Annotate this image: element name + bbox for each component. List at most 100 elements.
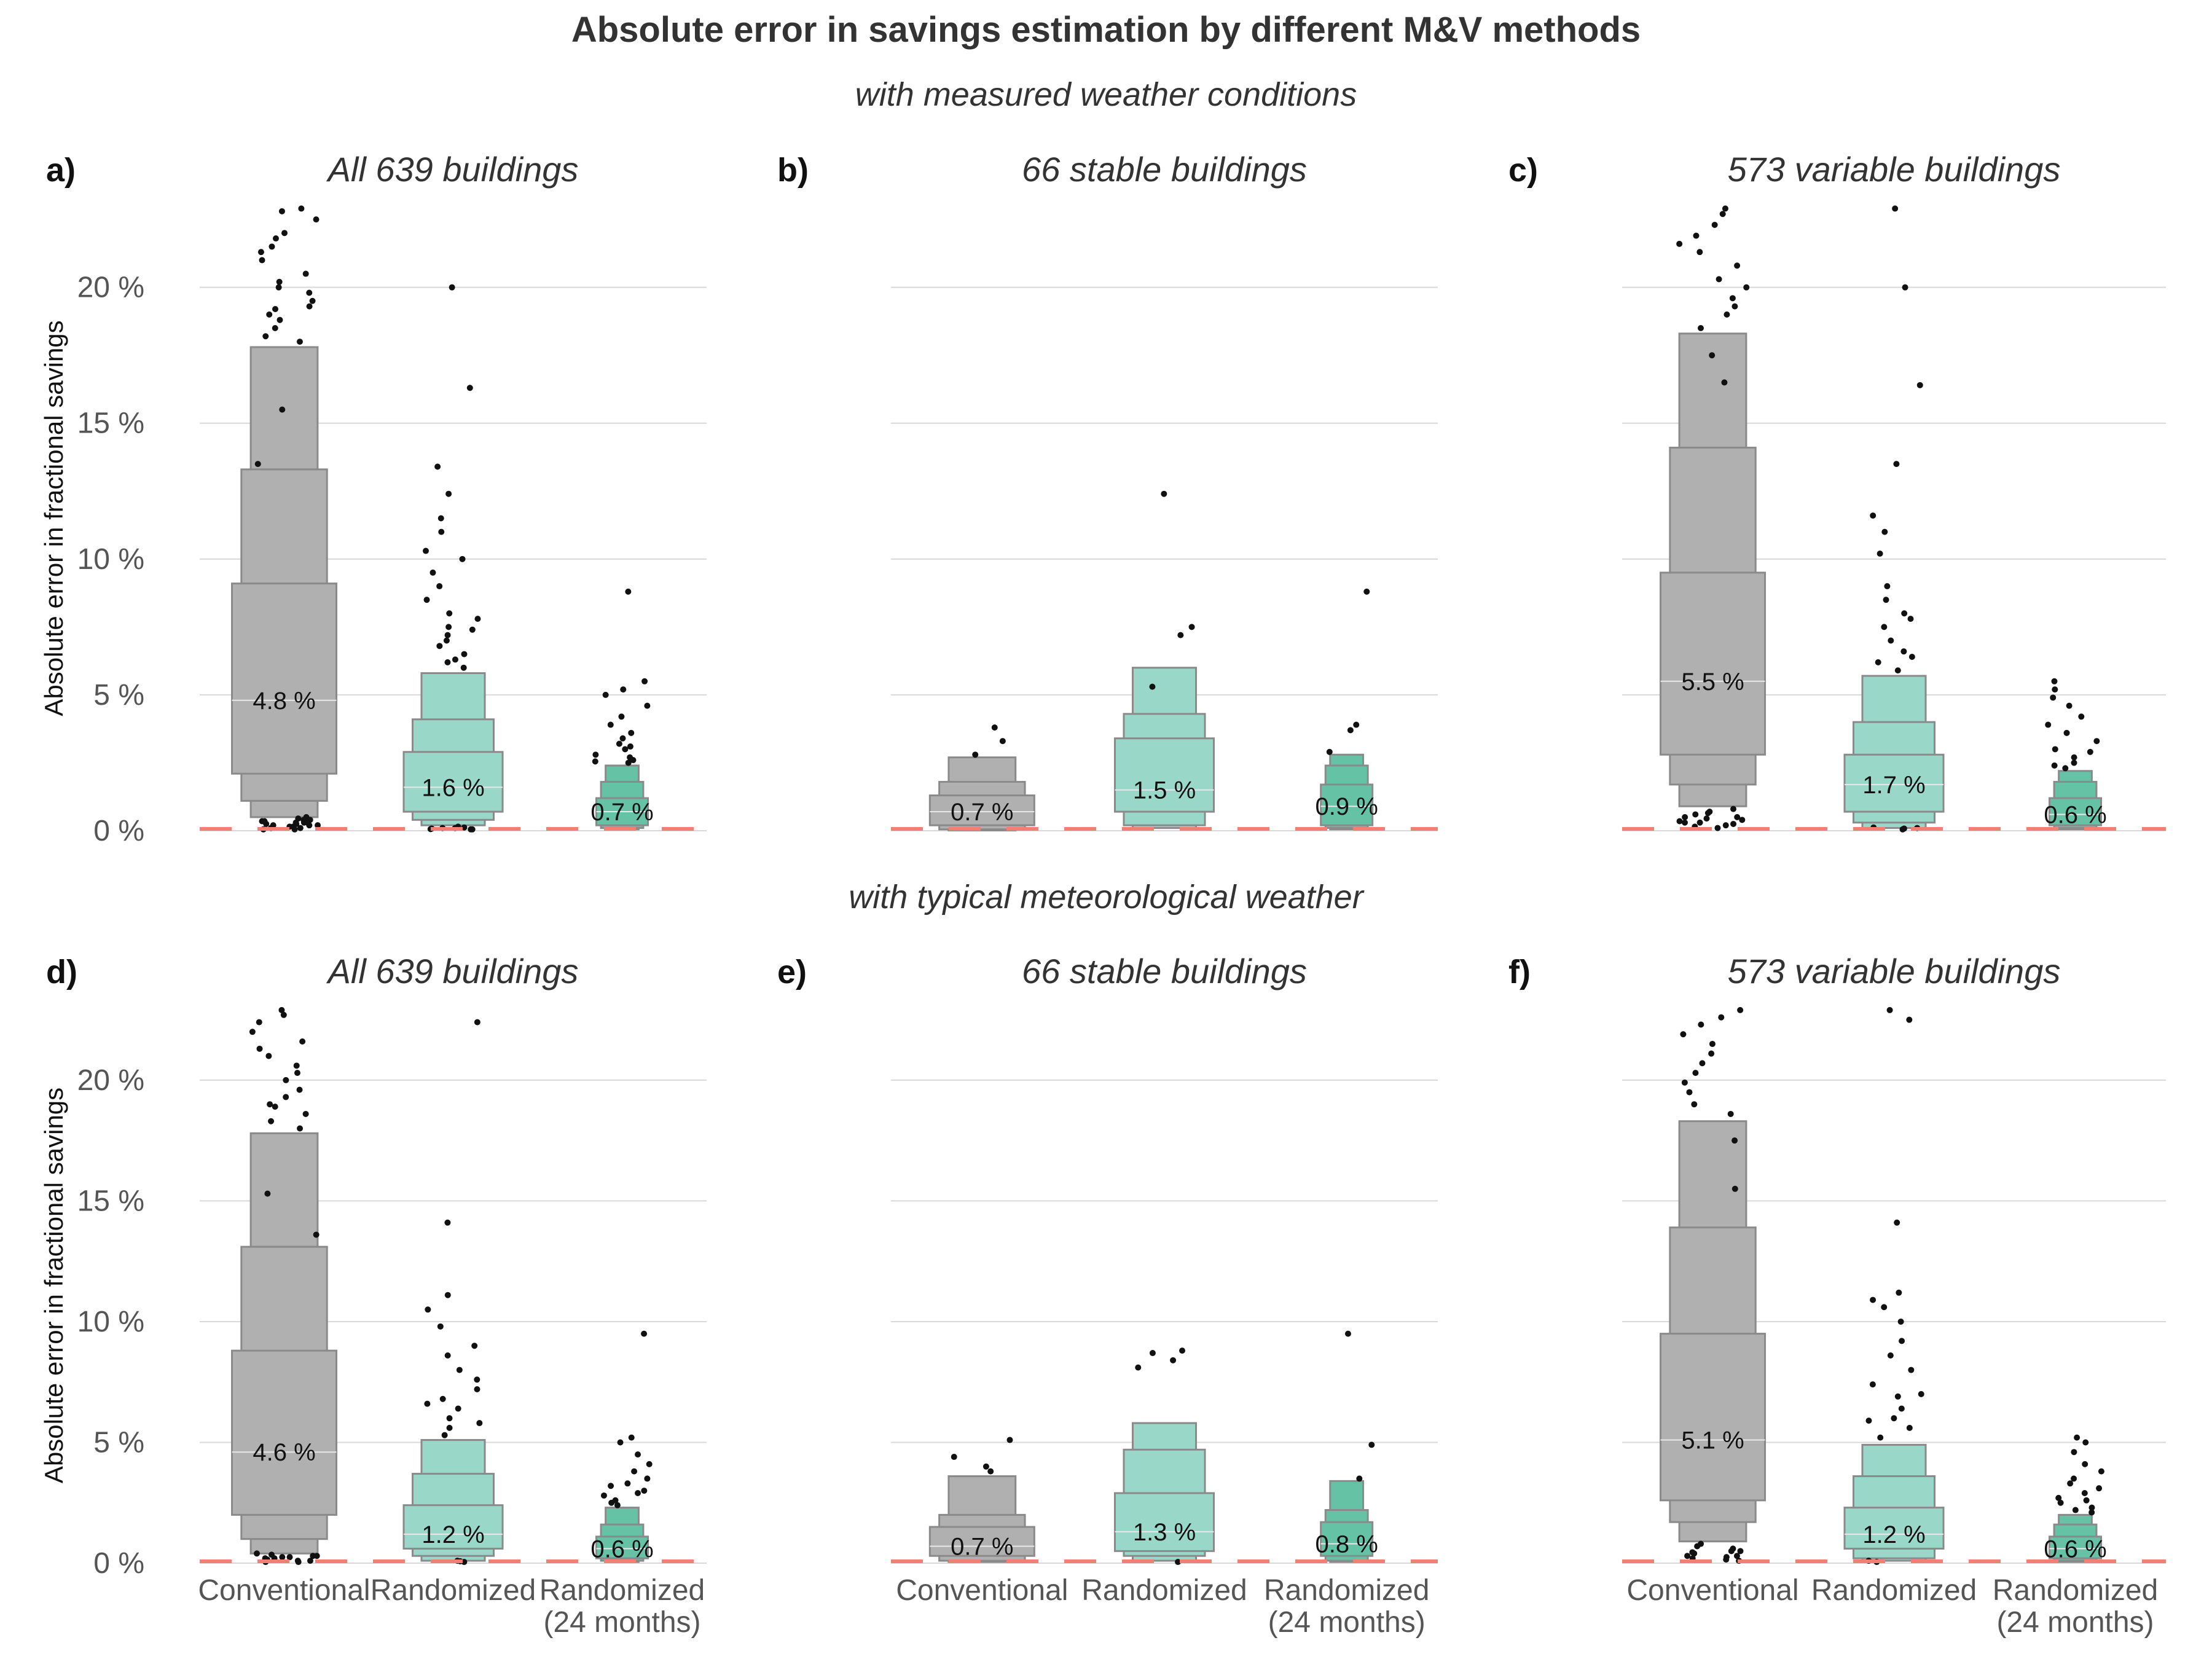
outlier-point — [313, 1231, 320, 1238]
box-randomized-24-months-: 0.6 % — [2044, 1434, 2107, 1563]
outlier-point — [1699, 1060, 1706, 1067]
outlier-point — [1875, 659, 1881, 665]
outlier-point — [1743, 284, 1750, 291]
outlier-point — [627, 754, 633, 761]
panel-title: 66 stable buildings — [1022, 150, 1307, 189]
y-tick-label: 20 % — [77, 272, 144, 304]
box-randomized: 1.2 % — [402, 1019, 504, 1566]
outlier-point — [437, 1323, 444, 1330]
box-randomized-24-months-: 0.8 % — [1316, 1330, 1378, 1563]
box-level-1 — [928, 1526, 1035, 1557]
outlier-point — [1865, 1418, 1872, 1424]
outlier-point — [2052, 746, 2058, 753]
outlier-point — [1906, 1016, 1913, 1023]
x-tick-label: (24 months) — [543, 1606, 700, 1639]
outlier-point — [441, 1432, 448, 1438]
outlier-point — [616, 740, 622, 747]
outlier-point — [2082, 1461, 2088, 1467]
outlier-point — [461, 824, 468, 831]
outlier-point — [283, 1077, 289, 1083]
outlier-point — [999, 738, 1006, 745]
outlier-point — [1902, 284, 1908, 291]
x-tick-label: Conventional — [1626, 1574, 1798, 1607]
outlier-point — [2051, 762, 2058, 769]
panel-d: d) All 639 buildings 0 % 5 % 10 % 15 % 20 % Abs… — [39, 952, 707, 1639]
median-label: 0.7 % — [951, 1533, 1013, 1560]
outlier-point — [614, 1502, 621, 1508]
box-randomized-24-months-: 0.9 % — [1316, 588, 1378, 831]
outlier-point — [302, 1110, 309, 1117]
outlier-point — [302, 270, 309, 277]
outlier-point — [2093, 738, 2100, 745]
outlier-point — [1703, 815, 1710, 822]
outlier-point — [445, 490, 452, 497]
outlier-point — [1883, 597, 1889, 603]
outlier-point — [1892, 205, 1899, 212]
outlier-point — [2057, 1499, 2064, 1506]
outlier-point — [2098, 1468, 2104, 1475]
outlier-point — [313, 216, 320, 223]
outlier-point — [476, 1420, 483, 1427]
outlier-point — [249, 1029, 256, 1035]
outlier-point — [2096, 1485, 2103, 1492]
panel-c: c) 573 variable buildings 5.5 % 1.7 % 0.6 % — [1508, 150, 2166, 833]
outlier-point — [309, 297, 316, 304]
outlier-point — [1704, 810, 1711, 817]
outlier-point — [1732, 1137, 1738, 1144]
box-level-1 — [2049, 797, 2102, 826]
outlier-point — [1737, 1006, 1744, 1013]
outlier-point — [1175, 1559, 1182, 1566]
outlier-point — [607, 721, 614, 728]
outlier-point — [1870, 1296, 1877, 1303]
box-level-1 — [402, 1504, 504, 1550]
outlier-point — [278, 208, 285, 214]
outlier-point — [474, 1019, 480, 1026]
outlier-point — [296, 339, 303, 345]
median-label: 1.2 % — [1862, 1521, 1925, 1548]
outlier-point — [1732, 1185, 1738, 1192]
x-tick-label: Randomized — [1081, 1574, 1247, 1607]
outlier-point — [1724, 311, 1730, 318]
x-tick-label: (24 months) — [1996, 1606, 2154, 1639]
outlier-point — [1682, 814, 1688, 820]
outlier-point — [2071, 1449, 2077, 1456]
outlier-point — [1722, 205, 1728, 212]
box-level-1 — [595, 1535, 649, 1559]
panel-e: e) 66 stable buildings 0.7 % 1.3 % 0.8 % Conv… — [777, 952, 1438, 1639]
panel-title: 66 stable buildings — [1022, 952, 1307, 990]
outlier-point — [298, 205, 305, 212]
median-label: 4.6 % — [253, 1439, 315, 1466]
outlier-point — [624, 1480, 631, 1487]
outlier-point — [1908, 654, 1915, 661]
outlier-point — [424, 1400, 431, 1407]
outlier-point — [296, 1086, 303, 1093]
outlier-point — [1718, 1014, 1725, 1021]
outlier-point — [261, 818, 268, 825]
outlier-point — [272, 324, 278, 331]
outlier-point — [474, 1386, 480, 1393]
outlier-point — [2066, 702, 2073, 709]
outlier-point — [1877, 550, 1883, 557]
outlier-point — [279, 1554, 286, 1561]
box-level-1 — [1114, 1492, 1215, 1552]
outlier-point — [1877, 1434, 1884, 1441]
outlier-point — [1135, 1364, 1142, 1371]
outlier-point — [634, 1490, 641, 1497]
box-conventional: 5.5 % — [1660, 205, 1766, 831]
outlier-point — [474, 1376, 480, 1383]
box-randomized-24-months-: 0.6 % — [590, 1330, 654, 1563]
outlier-point — [1887, 1352, 1894, 1359]
panel-label: b) — [777, 152, 809, 189]
outlier-point — [422, 547, 429, 554]
outlier-point — [304, 819, 311, 826]
box-randomized: 1.2 % — [1843, 1006, 1945, 1566]
outlier-point — [297, 1125, 304, 1132]
outlier-point — [1730, 820, 1737, 827]
outlier-point — [2083, 1497, 2090, 1504]
outlier-point — [1719, 211, 1726, 218]
box-conventional: 4.6 % — [231, 1006, 337, 1566]
outlier-point — [446, 1424, 453, 1431]
box-randomized: 1.7 % — [1843, 205, 1945, 833]
outlier-point — [592, 758, 598, 765]
outlier-point — [987, 1468, 994, 1475]
